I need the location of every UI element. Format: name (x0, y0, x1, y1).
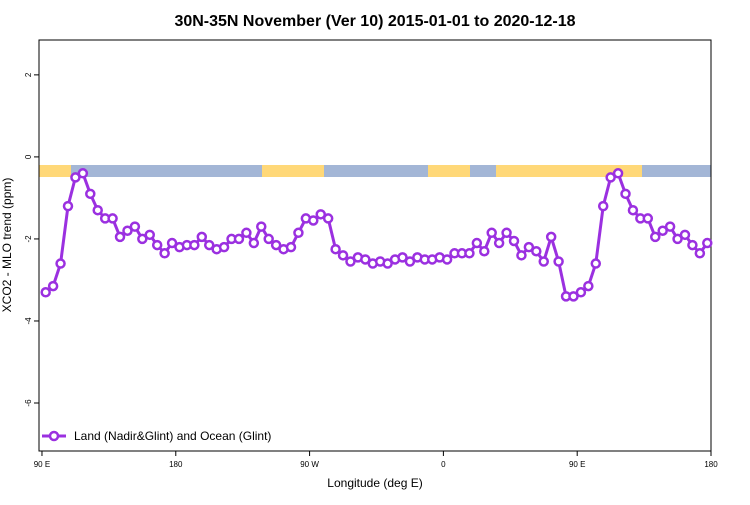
point (337, 250, 349, 261)
point (516, 250, 527, 261)
point (575, 287, 587, 298)
point (55, 258, 66, 269)
y-axis-label: XCO2 - MLO trend (ppm) (0, 178, 14, 313)
y-tick-label: -4 (24, 317, 33, 325)
legend-marker (48, 430, 60, 442)
point (203, 239, 215, 251)
legend: Land (Nadir&Glint) and Ocean (Glint) (42, 429, 271, 443)
point (545, 231, 557, 243)
point (248, 237, 260, 249)
point (144, 229, 156, 241)
point (285, 241, 297, 253)
point (151, 239, 163, 251)
point (270, 239, 282, 251)
point (404, 256, 416, 267)
point (85, 188, 96, 200)
point (40, 287, 51, 298)
point (92, 204, 103, 216)
x-tick-label: 90 W (300, 460, 319, 469)
point (62, 200, 74, 212)
point (196, 231, 208, 243)
point (702, 237, 713, 249)
x-axis-label: Longitude (deg E) (327, 476, 422, 490)
point (241, 227, 252, 239)
x-tick-label: 0 (441, 460, 446, 469)
point (649, 231, 661, 243)
point (464, 248, 475, 259)
point (597, 200, 609, 212)
point (672, 233, 683, 245)
point (233, 233, 245, 245)
y-tick-label: -6 (24, 399, 33, 407)
land-ocean-strip (39, 165, 711, 177)
point (583, 280, 594, 292)
point (486, 227, 497, 239)
point (441, 254, 453, 265)
point (137, 233, 148, 245)
point (122, 225, 133, 236)
point (501, 227, 512, 239)
point (315, 209, 326, 220)
point (322, 213, 334, 224)
point (330, 243, 341, 255)
y-tick-label: 2 (24, 72, 33, 77)
point (129, 221, 141, 232)
point (553, 256, 564, 267)
point (70, 172, 81, 183)
point (382, 258, 393, 269)
point (114, 231, 126, 243)
point (627, 204, 639, 216)
point (493, 237, 505, 249)
point (159, 248, 170, 259)
point (568, 291, 579, 302)
point (523, 241, 535, 253)
point (218, 241, 230, 253)
plot-frame (38, 39, 712, 452)
point (687, 239, 698, 251)
point (679, 229, 691, 241)
x-tick-label: 180 (704, 460, 718, 469)
x-tick-label: 180 (169, 460, 183, 469)
point (189, 239, 200, 251)
point (107, 213, 118, 224)
point (293, 227, 304, 239)
point (345, 256, 356, 267)
legend-label: Land (Nadir&Glint) and Ocean (Glint) (74, 429, 271, 443)
point (605, 172, 616, 183)
point (397, 252, 408, 263)
point (166, 237, 178, 249)
point (531, 245, 542, 257)
chart-title: 30N-35N November (Ver 10) 2015-01-01 to … (174, 13, 575, 30)
point (360, 254, 371, 265)
point (263, 233, 274, 245)
point (47, 280, 59, 292)
point (612, 168, 624, 179)
point (590, 258, 602, 269)
point (308, 215, 319, 226)
x-tick-label: 90 E (569, 460, 585, 469)
point (657, 225, 668, 236)
point (694, 248, 706, 259)
point (256, 221, 267, 232)
y-tick-label: -2 (24, 235, 33, 243)
x-tick-label: 90 E (34, 460, 50, 469)
point (642, 213, 654, 224)
point (77, 168, 89, 179)
y-tick-label: 0 (24, 154, 33, 159)
point (479, 245, 490, 257)
point (664, 221, 676, 232)
point (538, 256, 549, 267)
point (508, 235, 520, 247)
point (471, 237, 483, 249)
point (620, 188, 631, 200)
